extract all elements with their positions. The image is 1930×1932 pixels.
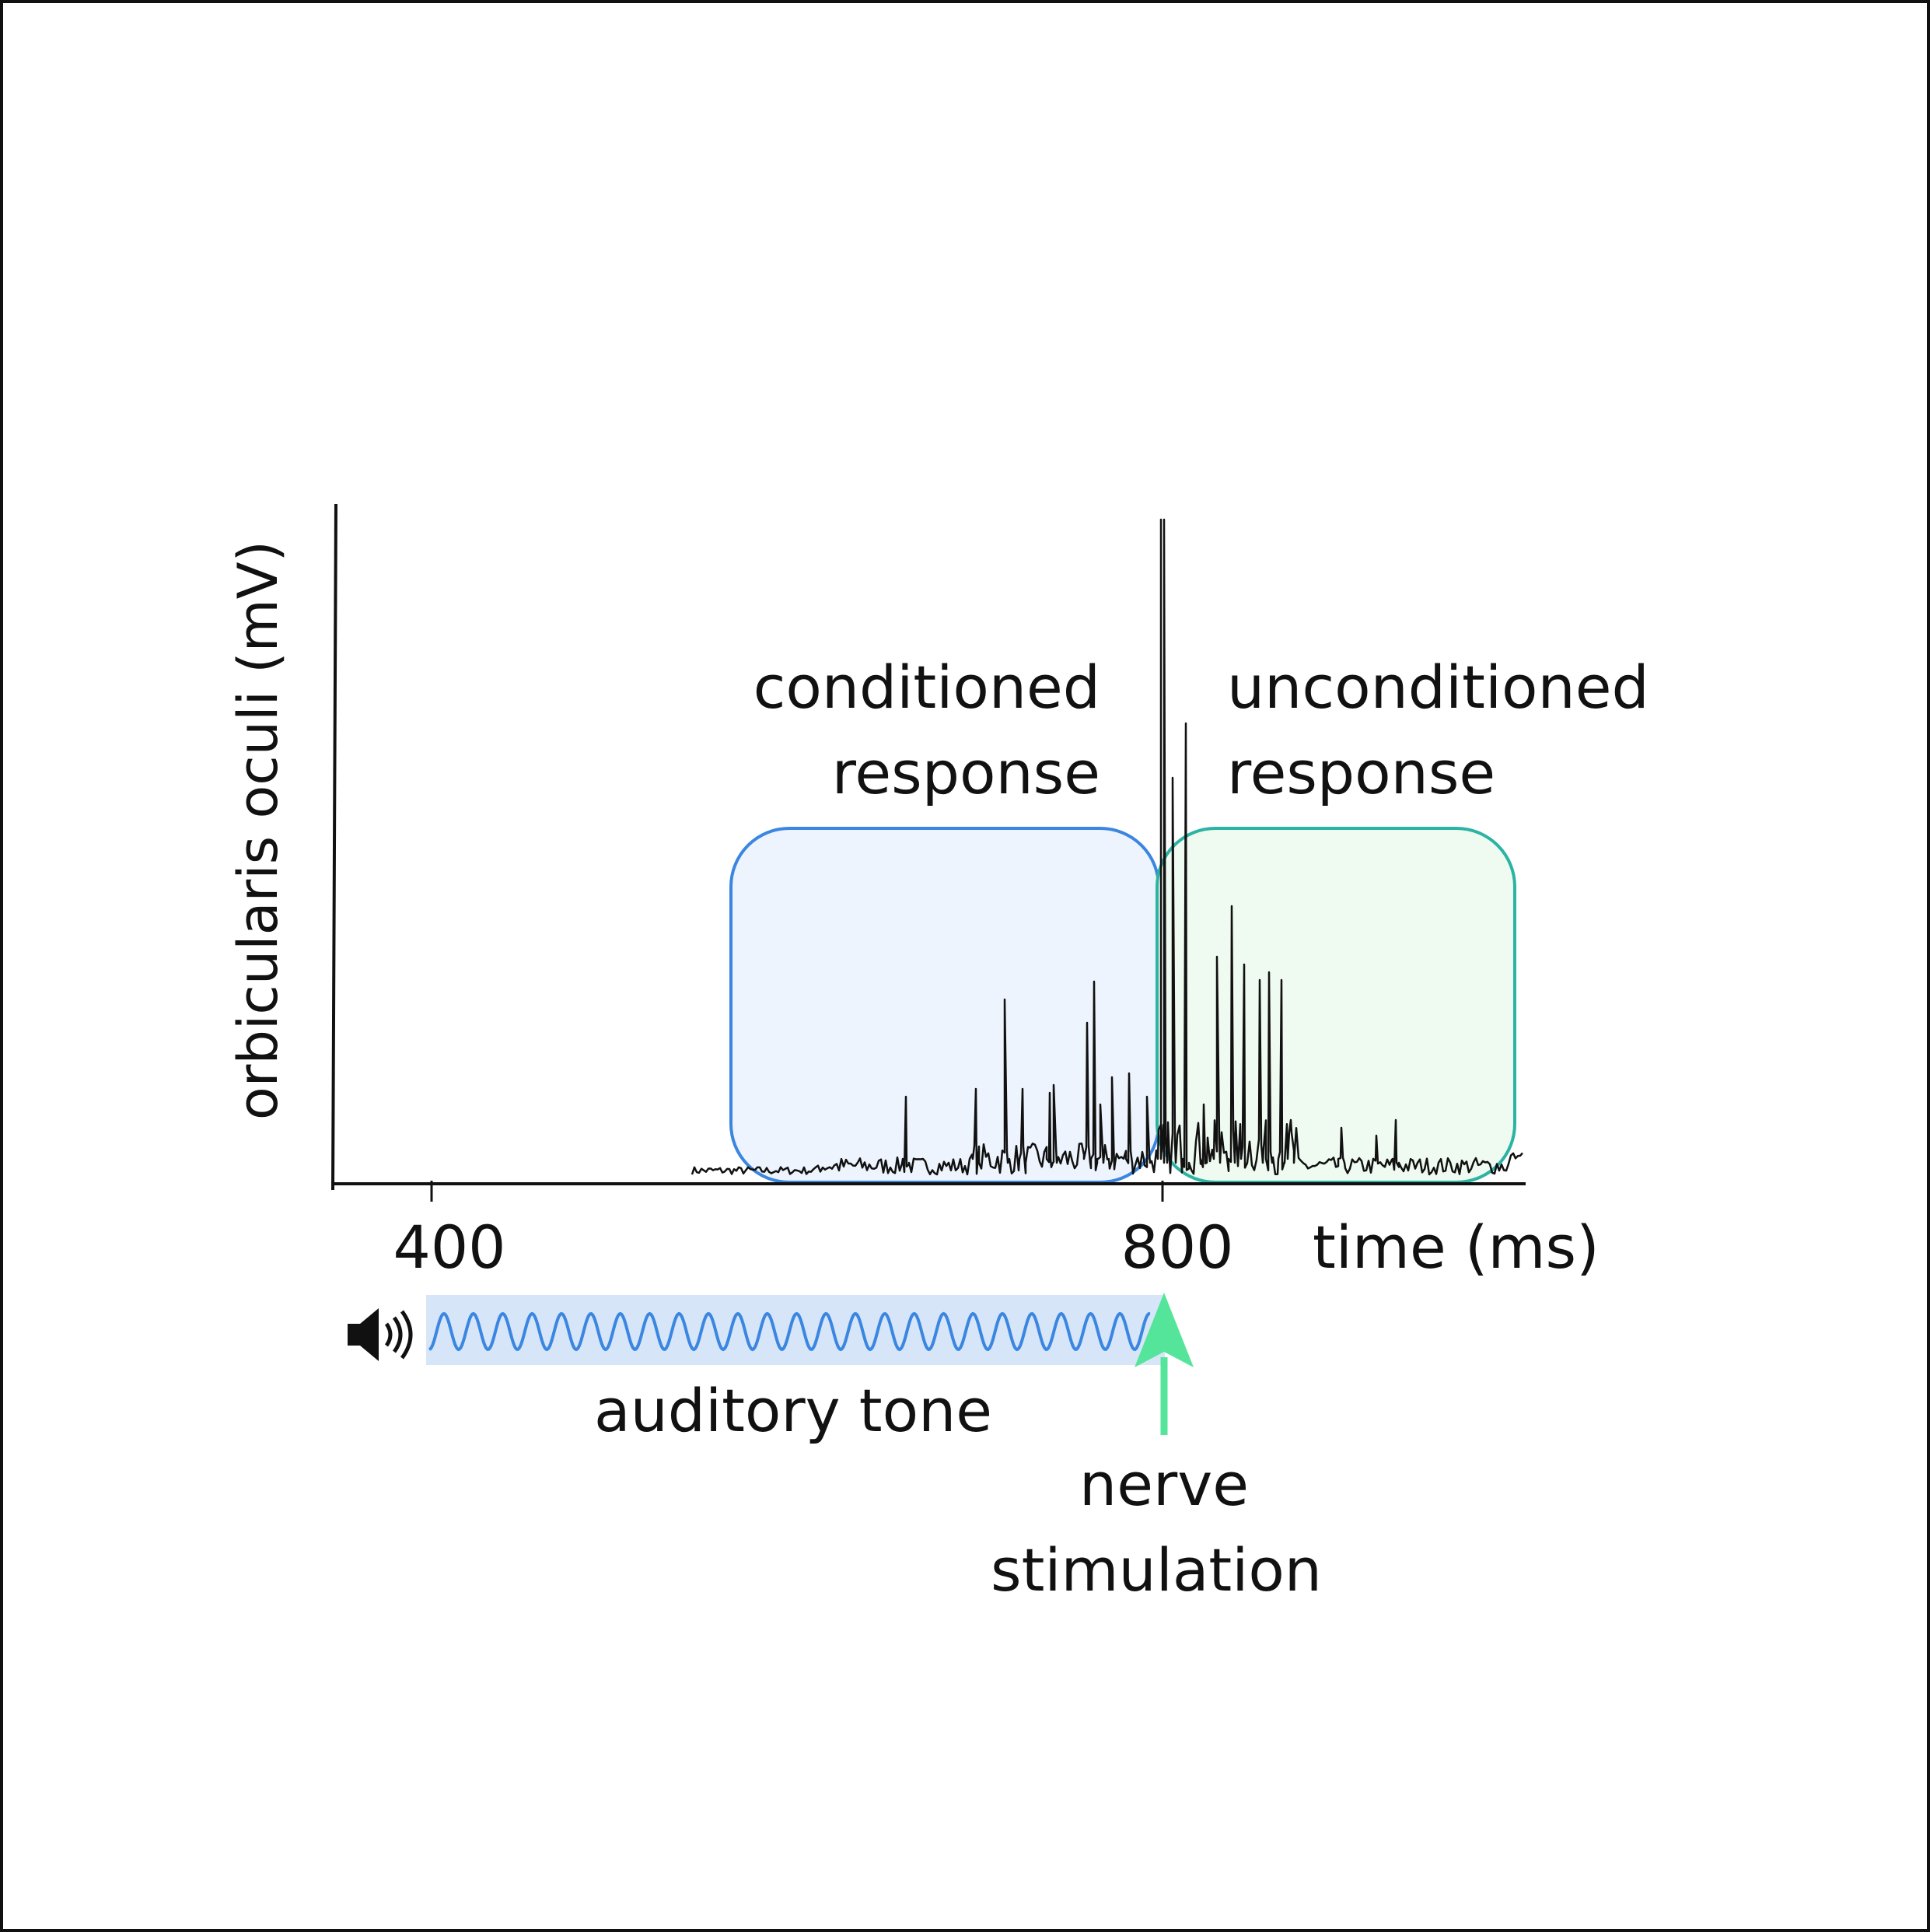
x-tick-label-400: 400 [393,1213,505,1282]
x-axis-label: time (ms) [1313,1213,1600,1282]
unconditioned-label-line2: response [1227,738,1495,807]
unconditioned-response-region [1156,827,1516,1184]
conditioned-label-line1: conditioned [753,653,1100,722]
speaker-icon [348,1308,413,1361]
emg-trace [691,518,1523,1176]
y-axis [331,503,337,1191]
conditioned-label-line2: response [832,738,1100,807]
x-tick-label-800: 800 [1121,1213,1233,1282]
stimulus-label-line1: nerve [1079,1450,1249,1519]
unconditioned-label-line1: unconditioned [1227,653,1649,722]
tone-label: auditory tone [594,1376,992,1445]
tone-band [426,1295,1165,1365]
y-axis-label: orbicularis oculi (mV) [226,541,290,1120]
stimulus-label-line2: stimulation [991,1535,1322,1605]
up-arrow-icon [1135,1293,1194,1435]
emg-trace-line [691,518,1523,1176]
tone-wave [428,1311,1151,1352]
